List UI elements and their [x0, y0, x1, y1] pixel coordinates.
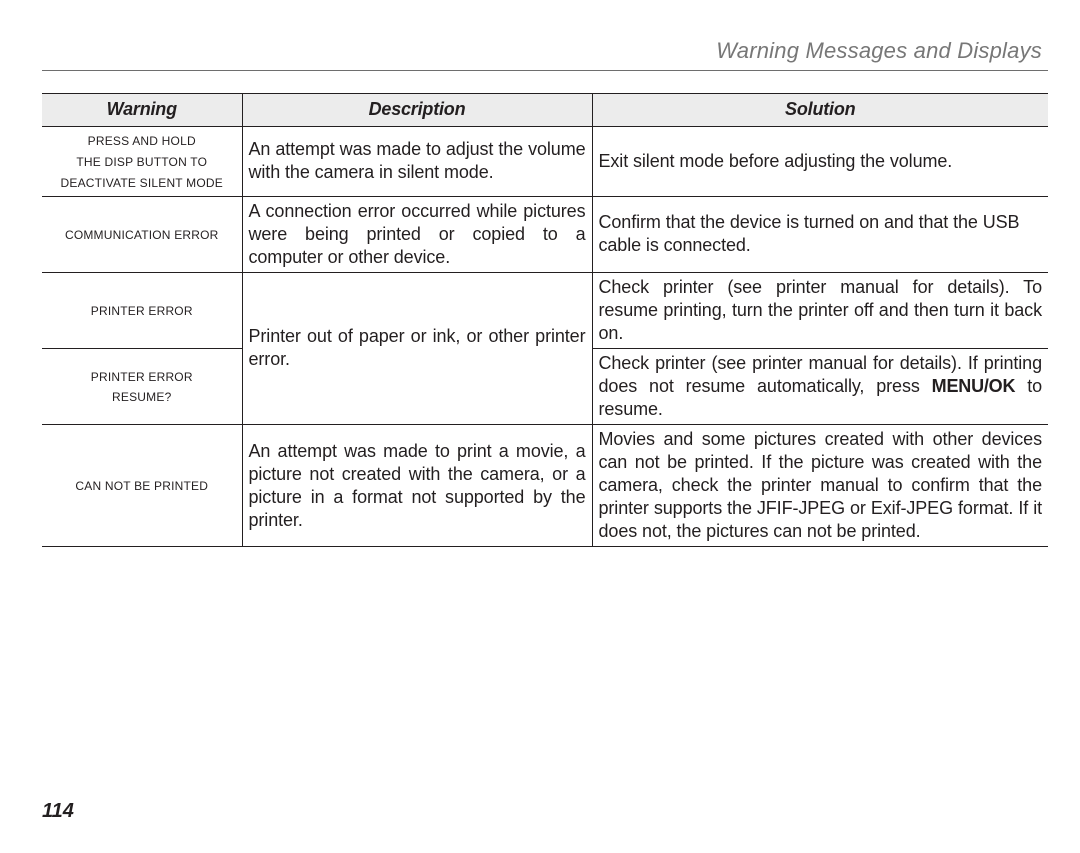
table-row: COMMUNICATION ERROR A connection error o… — [42, 196, 1048, 272]
cell-warning: PRINTER ERROR — [42, 272, 242, 348]
warning-line: RESUME? — [112, 386, 171, 405]
table-header-row: Warning Description Solution — [42, 94, 1048, 127]
cell-warning: PRINTER ERROR RESUME? — [42, 348, 242, 424]
cell-description: An attempt was made to print a movie, a … — [242, 425, 592, 547]
cell-solution: Movies and some pictures created with ot… — [592, 425, 1048, 547]
cell-description: A connection error occurred while pictur… — [242, 196, 592, 272]
cell-solution: Check printer (see printer manual for de… — [592, 348, 1048, 424]
title-rule — [42, 70, 1048, 71]
cell-solution: Check printer (see printer manual for de… — [592, 272, 1048, 348]
cell-description: Printer out of paper or ink, or other pr… — [242, 272, 592, 424]
cell-description: An attempt was made to adjust the volume… — [242, 127, 592, 197]
warning-line: THE DISP BUTTON TO — [76, 151, 207, 170]
col-header-description: Description — [242, 94, 592, 127]
col-header-solution: Solution — [592, 94, 1048, 127]
section-title: Warning Messages and Displays — [42, 38, 1048, 64]
cell-warning: PRESS AND HOLD THE DISP BUTTON TO DEACTI… — [42, 127, 242, 197]
col-header-warning: Warning — [42, 94, 242, 127]
table-row: PRESS AND HOLD THE DISP BUTTON TO DEACTI… — [42, 127, 1048, 197]
cell-solution: Exit silent mode before adjusting the vo… — [592, 127, 1048, 197]
cell-warning: CAN NOT BE PRINTED — [42, 425, 242, 547]
manual-page: Warning Messages and Displays Warning De… — [0, 0, 1080, 853]
warning-line: PRINTER ERROR — [91, 366, 193, 385]
table-row: CAN NOT BE PRINTED An attempt was made t… — [42, 425, 1048, 547]
cell-solution: Confirm that the device is turned on and… — [592, 196, 1048, 272]
warning-line: PRINTER ERROR — [91, 300, 193, 319]
warning-line: PRESS AND HOLD — [88, 130, 196, 149]
warning-line: DEACTIVATE SILENT MODE — [61, 172, 223, 191]
warning-line: COMMUNICATION ERROR — [65, 224, 219, 243]
warnings-table: Warning Description Solution PRESS AND H… — [42, 93, 1048, 547]
table-row: PRINTER ERROR Printer out of paper or in… — [42, 272, 1048, 348]
page-number: 114 — [42, 800, 74, 823]
cell-warning: COMMUNICATION ERROR — [42, 196, 242, 272]
warning-line: CAN NOT BE PRINTED — [75, 475, 208, 494]
